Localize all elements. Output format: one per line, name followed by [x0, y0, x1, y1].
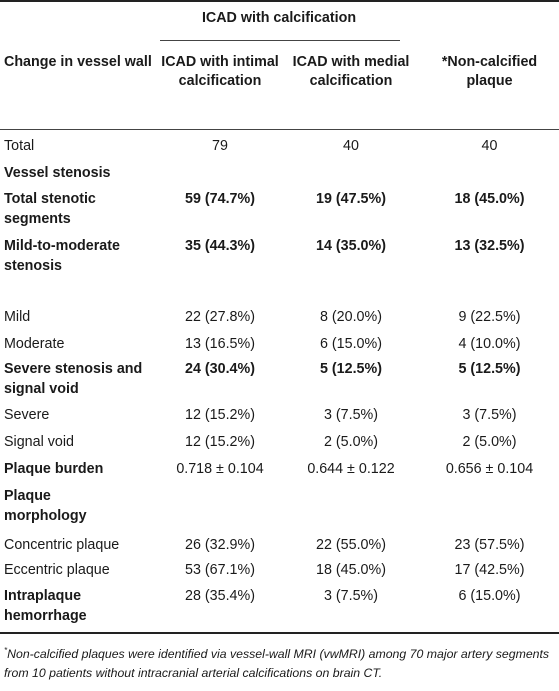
cell-intimal: 24 (30.4%) — [185, 361, 255, 377]
row-label: Plaque burden — [4, 461, 104, 477]
row-label: Intraplaque hemorrhage — [4, 588, 87, 624]
cell-non-calcified: 3 (7.5%) — [462, 407, 517, 423]
cell-medial: 14 (35.0%) — [316, 238, 386, 254]
top-rule — [0, 0, 559, 2]
cell-non-calcified: 40 — [481, 138, 498, 154]
row-label: Total — [4, 138, 35, 154]
footnote-mark: * — [4, 646, 8, 655]
cell-medial: 6 (15.0%) — [320, 336, 382, 352]
cell-non-calcified: 2 (5.0%) — [462, 434, 517, 450]
cell-non-calcified: 5 (12.5%) — [458, 361, 521, 377]
cell-intimal: 59 (74.7%) — [185, 191, 255, 207]
row-label: Mild-to-moderate stenosis — [4, 238, 120, 274]
bottom-rule — [0, 632, 559, 634]
cell-non-calcified: 13 (32.5%) — [454, 238, 525, 254]
row-label: Plaque morphology — [4, 488, 87, 524]
first-column-header: Change in vessel wall — [4, 54, 152, 70]
column-header-medial: ICAD with medial calcification — [292, 54, 410, 89]
cell-intimal: 0.718 ± 0.104 — [176, 461, 264, 477]
cell-medial: 40 — [343, 138, 359, 154]
cell-medial: 18 (45.0%) — [316, 562, 386, 578]
cell-medial: 3 (7.5%) — [323, 588, 379, 604]
row-label: Moderate — [4, 336, 65, 352]
cell-non-calcified: 4 (10.0%) — [458, 336, 521, 352]
cell-non-calcified: 0.656 ± 0.104 — [445, 461, 534, 477]
cell-medial: 5 (12.5%) — [320, 361, 382, 377]
cell-medial: 8 (20.0%) — [320, 309, 382, 325]
row-label: Total stenotic segments — [4, 191, 96, 227]
row-label: Severe — [4, 407, 50, 423]
header-rule — [0, 129, 559, 130]
cell-intimal: 53 (67.1%) — [185, 562, 255, 578]
cell-intimal: 12 (15.2%) — [185, 407, 255, 423]
cell-intimal: 26 (32.9%) — [185, 537, 255, 553]
cell-non-calcified: 6 (15.0%) — [458, 588, 521, 604]
cell-medial: 0.644 ± 0.122 — [307, 461, 395, 477]
cell-non-calcified: 18 (45.0%) — [454, 191, 525, 207]
cell-medial: 22 (55.0%) — [316, 537, 386, 553]
cell-medial: 2 (5.0%) — [323, 434, 379, 450]
cell-intimal: 22 (27.8%) — [185, 309, 255, 325]
cell-non-calcified: 17 (42.5%) — [454, 562, 525, 578]
footnote-text: Non-calcified plaques were identified vi… — [4, 647, 550, 681]
row-label: Vessel stenosis — [4, 165, 111, 181]
cell-intimal: 28 (35.4%) — [185, 588, 255, 604]
cell-intimal: 12 (15.2%) — [185, 434, 255, 450]
row-label: Signal void — [4, 434, 74, 450]
row-label: Mild — [4, 309, 31, 325]
table-footnote: *Non-calcified plaques were identified v… — [4, 641, 556, 683]
row-label: Severe stenosis and signal void — [4, 361, 143, 397]
cell-non-calcified: 23 (57.5%) — [454, 537, 525, 553]
cell-medial: 19 (47.5%) — [316, 191, 386, 207]
row-label: Eccentric plaque — [4, 562, 110, 578]
column-header-intimal: ICAD with intimal calcification — [161, 54, 279, 89]
cell-intimal: 13 (16.5%) — [185, 336, 255, 352]
row-label: Concentric plaque — [4, 537, 120, 553]
group-rule — [160, 40, 400, 41]
cell-intimal: 35 (44.3%) — [185, 238, 255, 254]
cell-intimal: 79 — [212, 138, 228, 154]
column-header-non-calcified: *Non-calcified plaque — [441, 54, 538, 89]
cell-non-calcified: 9 (22.5%) — [458, 309, 521, 325]
cell-medial: 3 (7.5%) — [323, 407, 379, 423]
group-header: ICAD with calcification — [201, 10, 357, 26]
